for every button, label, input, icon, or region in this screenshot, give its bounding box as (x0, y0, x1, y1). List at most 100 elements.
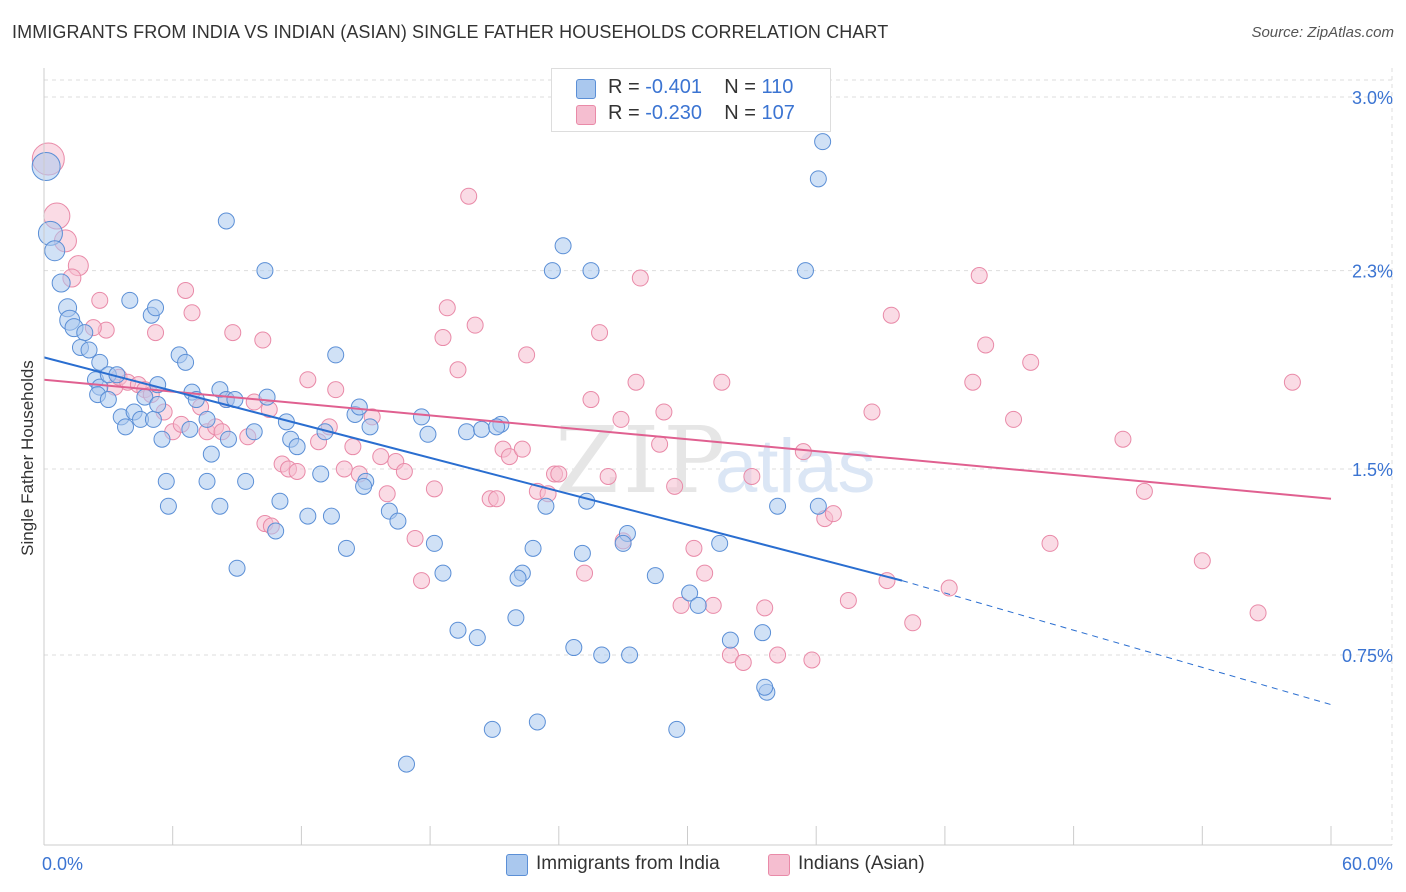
point-immigrants-india (177, 353, 195, 371)
pink-swatch (576, 105, 596, 125)
point-immigrants-india (99, 391, 117, 409)
axes: 0.75% 1.5% 2.3% 3.0% 0.0% 60.0% (42, 68, 1393, 874)
point-immigrants-india (582, 262, 600, 280)
x-tick-label: 60.0% (1342, 854, 1393, 874)
point-indians-asian (438, 299, 456, 317)
source-note: Source: ZipAtlas.com (1251, 24, 1394, 41)
point-immigrants-india (245, 423, 263, 441)
point-immigrants-india (573, 544, 591, 562)
point-immigrants-india (322, 507, 340, 525)
point-indians-asian (327, 381, 345, 399)
point-immigrants-india (434, 564, 452, 582)
point-immigrants-india (288, 438, 306, 456)
point-indians-asian (466, 316, 484, 334)
point-immigrants-india (256, 262, 274, 280)
point-indians-asian (1022, 353, 1040, 371)
point-indians-asian (940, 579, 958, 597)
point-indians-asian (824, 505, 842, 523)
point-immigrants-india (361, 418, 379, 436)
point-indians-asian (147, 324, 165, 342)
point-immigrants-india (565, 639, 583, 657)
point-immigrants-india (711, 534, 729, 552)
point-immigrants-india (327, 346, 345, 364)
point-indians-asian (599, 467, 617, 485)
correlation-box: R = -0.401 N = 110 R = -0.230 N = 107 (551, 68, 831, 132)
point-immigrants-india (419, 425, 437, 443)
point-immigrants-india (809, 497, 827, 515)
point-indians-asian (488, 490, 506, 508)
point-indians-asian (1249, 604, 1267, 622)
point-immigrants-india (350, 398, 368, 416)
point-indians-asian (500, 448, 518, 466)
point-immigrants-india (578, 492, 596, 510)
point-immigrants-india (44, 240, 66, 262)
point-immigrants-india (593, 646, 611, 664)
point-immigrants-india (299, 507, 317, 525)
r-label: R = (608, 102, 640, 124)
point-indians-asian (344, 438, 362, 456)
point-immigrants-india (157, 472, 175, 490)
n-value: 107 (761, 102, 795, 124)
point-immigrants-india (181, 420, 199, 438)
watermark-atlas: atlas (715, 424, 876, 509)
point-indians-asian (177, 281, 195, 299)
point-indians-asian (704, 596, 722, 614)
n-label: N = (724, 76, 756, 98)
point-indians-asian (756, 599, 774, 617)
point-indians-asian (685, 539, 703, 557)
point-indians-asian (591, 324, 609, 342)
legend-swatch-blue (506, 854, 528, 876)
point-immigrants-india (524, 539, 542, 557)
point-indians-asian (425, 480, 443, 498)
point-indians-asian (378, 485, 396, 503)
point-immigrants-india (149, 396, 167, 414)
point-indians-asian (460, 187, 478, 205)
point-indians-asian (1193, 552, 1211, 570)
point-immigrants-india (554, 237, 572, 255)
r-value: -0.230 (645, 102, 702, 124)
point-immigrants-india (814, 133, 832, 151)
point-indians-asian (803, 651, 821, 669)
point-immigrants-india (237, 472, 255, 490)
point-indians-asian (406, 529, 424, 547)
point-indians-asian (977, 336, 995, 354)
point-immigrants-india (621, 646, 639, 664)
n-label: N = (724, 102, 756, 124)
x-tick-label: 0.0% (42, 854, 83, 874)
point-immigrants-india (153, 430, 171, 448)
point-immigrants-india (668, 720, 686, 738)
y-tick-label: 3.0% (1352, 88, 1393, 108)
point-immigrants-india (144, 410, 162, 428)
point-immigrants-india (76, 324, 94, 342)
point-immigrants-india (121, 291, 139, 309)
point-indians-asian (413, 572, 431, 590)
regression-lines (43, 356, 1332, 706)
point-immigrants-india (337, 539, 355, 557)
point-immigrants-india (721, 631, 739, 649)
point-indians-asian (904, 614, 922, 632)
point-indians-asian (839, 591, 857, 609)
point-indians-asian (91, 291, 109, 309)
point-immigrants-india (398, 755, 416, 773)
point-indians-asian (655, 403, 673, 421)
point-indians-asian (1283, 373, 1301, 391)
point-immigrants-india (80, 341, 98, 359)
point-indians-asian (576, 564, 594, 582)
point-immigrants-india (528, 713, 546, 731)
point-indians-asian (224, 324, 242, 342)
point-immigrants-india (681, 584, 699, 602)
point-indians-asian (1005, 410, 1023, 428)
point-indians-asian (794, 443, 812, 461)
r-value: -0.401 (645, 76, 702, 98)
point-indians-asian (1114, 430, 1132, 448)
point-immigrants-india (458, 423, 476, 441)
point-indians-asian (1135, 482, 1153, 500)
point-immigrants-india (646, 567, 664, 585)
point-immigrants-india (689, 596, 707, 614)
point-immigrants-india (355, 477, 373, 495)
point-indians-asian (769, 646, 787, 664)
chart-title: IMMIGRANTS FROM INDIA VS INDIAN (ASIAN) … (12, 22, 889, 42)
point-immigrants-india (468, 629, 486, 647)
point-immigrants-india (91, 353, 109, 371)
